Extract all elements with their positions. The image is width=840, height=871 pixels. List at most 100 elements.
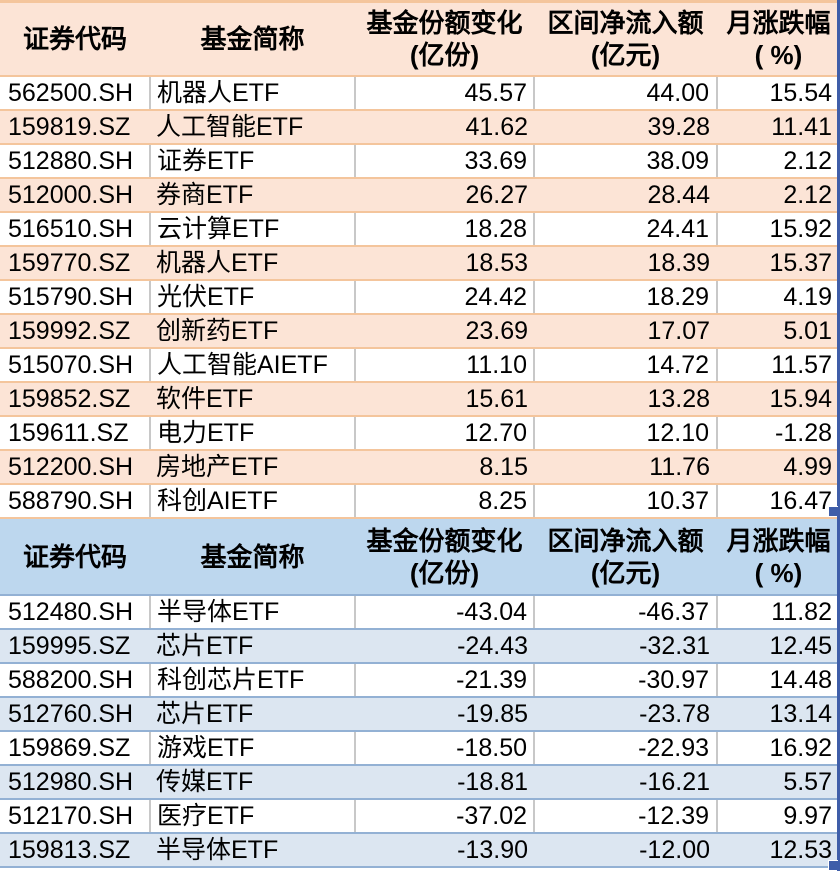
code-cell[interactable]: 512480.SH	[0, 595, 151, 630]
fund-name-cell[interactable]: 科创AIETF	[150, 484, 356, 519]
code-cell[interactable]: 588790.SH	[0, 484, 151, 519]
monthly-change-cell[interactable]: 15.92	[717, 212, 840, 247]
fund-name-cell[interactable]: 游戏ETF	[150, 731, 356, 766]
code-cell[interactable]: 562500.SH	[0, 76, 151, 111]
share-change-cell[interactable]: 12.70	[355, 416, 535, 451]
fund-name-cell[interactable]: 芯片ETF	[150, 697, 355, 732]
code-cell[interactable]: 159611.SZ	[0, 416, 151, 451]
net-inflow-cell[interactable]: -22.93	[534, 731, 718, 766]
fund-name-cell[interactable]: 软件ETF	[150, 382, 355, 417]
code-cell[interactable]: 159992.SZ	[0, 314, 150, 349]
fill-handle[interactable]	[828, 506, 838, 516]
net-inflow-cell[interactable]: 11.76	[534, 450, 717, 485]
fund-name-cell[interactable]: 云计算ETF	[150, 212, 356, 247]
monthly-change-cell[interactable]: 11.57	[717, 348, 840, 383]
header-net-inflow[interactable]: 区间净流入额 (亿元)	[534, 519, 717, 596]
share-change-cell[interactable]: 23.69	[355, 314, 534, 349]
monthly-change-cell[interactable]: 5.01	[717, 314, 840, 349]
share-change-cell[interactable]: -18.50	[355, 731, 535, 766]
share-change-cell[interactable]: 33.69	[355, 144, 535, 179]
share-change-cell[interactable]: 8.25	[355, 484, 535, 519]
code-cell[interactable]: 512760.SH	[0, 697, 150, 732]
net-inflow-cell[interactable]: 17.07	[534, 314, 717, 349]
code-cell[interactable]: 515790.SH	[0, 280, 151, 315]
header-net-inflow[interactable]: 区间净流入额 (亿元)	[534, 1, 717, 77]
code-cell[interactable]: 512880.SH	[0, 144, 151, 179]
monthly-change-cell[interactable]: 11.82	[717, 595, 840, 630]
net-inflow-cell[interactable]: 44.00	[534, 76, 718, 111]
monthly-change-cell[interactable]: 5.57	[717, 765, 840, 800]
fund-name-cell[interactable]: 科创芯片ETF	[150, 663, 356, 698]
monthly-change-cell[interactable]: 2.12	[717, 178, 840, 213]
net-inflow-cell[interactable]: 24.41	[534, 212, 718, 247]
code-cell[interactable]: 516510.SH	[0, 212, 151, 247]
header-share-change[interactable]: 基金份额变化 (亿份)	[355, 519, 534, 596]
net-inflow-cell[interactable]: -12.39	[534, 799, 718, 834]
net-inflow-cell[interactable]: 39.28	[534, 110, 717, 145]
monthly-change-cell[interactable]: -1.28	[717, 416, 840, 451]
header-monthly-change[interactable]: 月涨跌幅 ( %)	[717, 519, 840, 596]
code-cell[interactable]: 159852.SZ	[0, 382, 150, 417]
monthly-change-cell[interactable]: 15.94	[717, 382, 840, 417]
monthly-change-cell[interactable]: 13.14	[717, 697, 840, 732]
net-inflow-cell[interactable]: -16.21	[534, 765, 717, 800]
share-change-cell[interactable]: -43.04	[355, 595, 535, 630]
code-cell[interactable]: 512170.SH	[0, 799, 151, 834]
fund-name-cell[interactable]: 芯片ETF	[150, 629, 355, 664]
share-change-cell[interactable]: 11.10	[355, 348, 535, 383]
fund-name-cell[interactable]: 光伏ETF	[150, 280, 356, 315]
net-inflow-cell[interactable]: -23.78	[534, 697, 717, 732]
fund-name-cell[interactable]: 创新药ETF	[150, 314, 355, 349]
fill-handle[interactable]	[828, 860, 838, 870]
monthly-change-cell[interactable]: 14.48	[717, 663, 840, 698]
net-inflow-cell[interactable]: -12.00	[534, 833, 717, 868]
code-cell[interactable]: 159995.SZ	[0, 629, 150, 664]
code-cell[interactable]: 512200.SH	[0, 450, 150, 485]
monthly-change-cell[interactable]: 16.47	[717, 484, 840, 519]
header-code[interactable]: 证券代码	[0, 1, 150, 77]
code-cell[interactable]: 512000.SH	[0, 178, 150, 213]
monthly-change-cell[interactable]: 12.53	[717, 833, 840, 868]
share-change-cell[interactable]: 26.27	[355, 178, 534, 213]
monthly-change-cell[interactable]: 16.92	[717, 731, 840, 766]
header-fund-name[interactable]: 基金简称	[150, 1, 355, 77]
net-inflow-cell[interactable]: 38.09	[534, 144, 718, 179]
share-change-cell[interactable]: 18.28	[355, 212, 535, 247]
share-change-cell[interactable]: -37.02	[355, 799, 535, 834]
monthly-change-cell[interactable]: 12.45	[717, 629, 840, 664]
code-cell[interactable]: 512980.SH	[0, 765, 150, 800]
fund-name-cell[interactable]: 机器人ETF	[150, 246, 355, 281]
net-inflow-cell[interactable]: -30.97	[534, 663, 718, 698]
share-change-cell[interactable]: -13.90	[355, 833, 534, 868]
net-inflow-cell[interactable]: 18.39	[534, 246, 717, 281]
net-inflow-cell[interactable]: -46.37	[534, 595, 718, 630]
monthly-change-cell[interactable]: 4.19	[717, 280, 840, 315]
header-code[interactable]: 证券代码	[0, 519, 150, 596]
fund-name-cell[interactable]: 证券ETF	[150, 144, 356, 179]
monthly-change-cell[interactable]: 15.37	[717, 246, 840, 281]
code-cell[interactable]: 159770.SZ	[0, 246, 150, 281]
header-monthly-change[interactable]: 月涨跌幅 ( %)	[717, 1, 840, 77]
fund-name-cell[interactable]: 医疗ETF	[150, 799, 356, 834]
net-inflow-cell[interactable]: 14.72	[534, 348, 718, 383]
share-change-cell[interactable]: 18.53	[355, 246, 534, 281]
code-cell[interactable]: 515070.SH	[0, 348, 151, 383]
net-inflow-cell[interactable]: -32.31	[534, 629, 717, 664]
code-cell[interactable]: 588200.SH	[0, 663, 151, 698]
fund-name-cell[interactable]: 券商ETF	[150, 178, 355, 213]
header-fund-name[interactable]: 基金简称	[150, 519, 355, 596]
share-change-cell[interactable]: -21.39	[355, 663, 535, 698]
share-change-cell[interactable]: 24.42	[355, 280, 535, 315]
code-cell[interactable]: 159819.SZ	[0, 110, 150, 145]
code-cell[interactable]: 159869.SZ	[0, 731, 151, 766]
net-inflow-cell[interactable]: 13.28	[534, 382, 717, 417]
share-change-cell[interactable]: 41.62	[355, 110, 534, 145]
share-change-cell[interactable]: -24.43	[355, 629, 534, 664]
fund-name-cell[interactable]: 传媒ETF	[150, 765, 355, 800]
share-change-cell[interactable]: 15.61	[355, 382, 534, 417]
fund-name-cell[interactable]: 机器人ETF	[150, 76, 356, 111]
monthly-change-cell[interactable]: 15.54	[717, 76, 840, 111]
monthly-change-cell[interactable]: 9.97	[717, 799, 840, 834]
net-inflow-cell[interactable]: 10.37	[534, 484, 718, 519]
monthly-change-cell[interactable]: 11.41	[717, 110, 840, 145]
